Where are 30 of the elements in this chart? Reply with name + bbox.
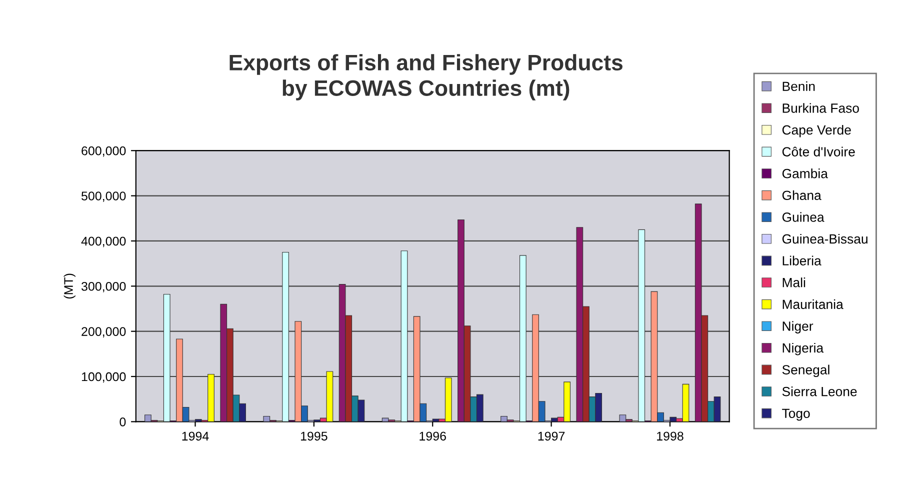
- y-tick-label: 600,000: [82, 146, 126, 157]
- y-tick-label: 200,000: [82, 327, 126, 338]
- legend-label: Burkina Faso: [782, 103, 859, 113]
- legend-label: Benin: [782, 81, 815, 92]
- y-axis-title: (MT): [64, 274, 76, 299]
- legend-label: Senegal: [782, 364, 830, 378]
- legend-label: Guinea-Bissau: [782, 234, 868, 244]
- legend-label: Côte d'Ivoire: [782, 146, 855, 156]
- legend-label: Liberia: [782, 256, 822, 266]
- y-tick-label: 300,000: [81, 282, 126, 292]
- y-tick-label: 400,000: [81, 236, 126, 248]
- x-tick-label: 1998: [657, 432, 684, 441]
- y-tick-label: 500,000: [82, 192, 126, 202]
- legend-label: Guinea: [782, 212, 824, 222]
- legend-label: Togo: [782, 408, 810, 421]
- legend-label: Ghana: [782, 190, 822, 200]
- legend-label: Nigeria: [782, 342, 824, 356]
- x-tick-label: 1994: [182, 432, 209, 441]
- legend-label: Cape Verde: [782, 124, 851, 138]
- x-tick-label: 1997: [538, 432, 565, 441]
- legend-label: Mauritania: [782, 299, 844, 310]
- chart-title: Exports of Fish and Fishery Products by ECOWAS Countries (mt): [230, 54, 622, 100]
- legend-label: Mali: [782, 278, 806, 288]
- legend-label: Gambia: [782, 168, 828, 178]
- x-tick-label: 1995: [300, 432, 328, 441]
- legend-label: Niger: [782, 321, 814, 334]
- x-tick-label: 1996: [420, 432, 446, 441]
- y-tick-label: 0: [120, 417, 126, 426]
- legend-label: Sierra Leone: [782, 386, 857, 396]
- y-tick-label: 100,000: [82, 372, 126, 383]
